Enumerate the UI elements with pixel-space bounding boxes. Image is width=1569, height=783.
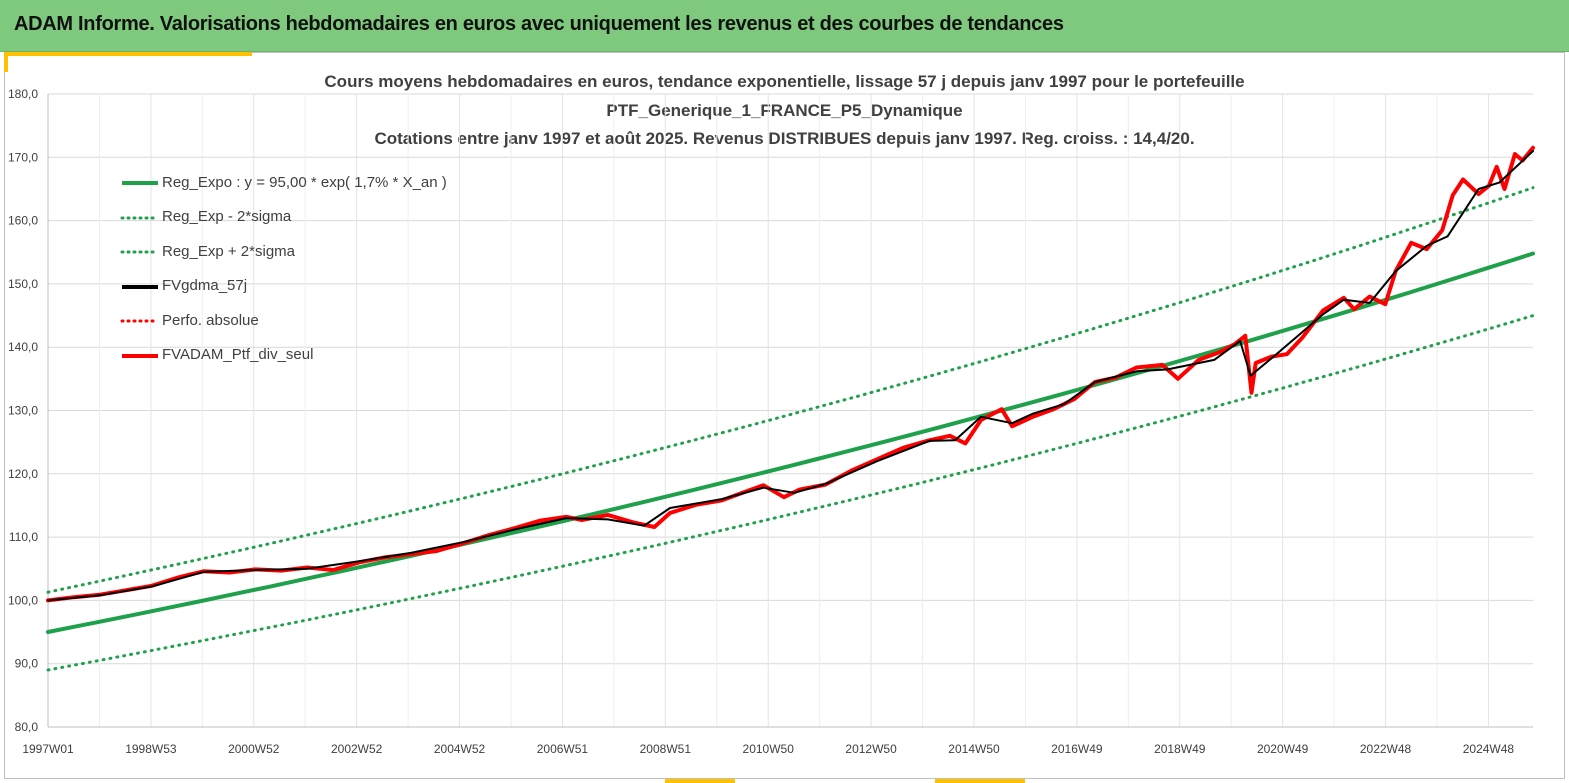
legend-item-fvgdma-57j: FVgdma_57j (120, 269, 447, 304)
series-line-reg-exp-2-sigma (46, 186, 1535, 594)
page-title: ADAM Informe. Valorisations hebdomadaire… (14, 13, 1064, 35)
legend-swatch (122, 284, 158, 289)
chart-legend: Reg_Expo : y = 95,00 * exp( 1,7% * X_an … (120, 165, 447, 372)
y-tick-label: 90,0 (15, 657, 39, 671)
x-tick-label: 1997W01 (22, 742, 74, 756)
frame-accent-bottom-1 (665, 779, 735, 783)
y-tick-label: 140,0 (8, 340, 38, 354)
series-line-reg-expo-y-95-00-exp-1-7-x-an (46, 251, 1535, 634)
header-banner: ADAM Informe. Valorisations hebdomadaire… (0, 0, 1569, 52)
y-tick-label: 180,0 (8, 87, 38, 101)
legend-label: Reg_Expo : y = 95,00 * exp( 1,7% * X_an … (162, 173, 447, 191)
y-tick-label: 80,0 (15, 720, 39, 734)
y-tick-label: 100,0 (8, 593, 38, 607)
x-tick-label: 2016W49 (1051, 742, 1103, 756)
legend-swatch (120, 250, 160, 254)
series-line-fvgdma-57j (47, 150, 1534, 602)
chart-title-line-3: Cotations entre janv 1997 et août 2025. … (374, 129, 1195, 148)
legend-label: FVgdma_57j (162, 277, 248, 295)
series-line-reg-exp-2-sigma (46, 314, 1535, 672)
series-lines (46, 145, 1535, 672)
legend-label: FVADAM_Ptf_div_seul (162, 346, 314, 364)
x-tick-label: 2010W50 (743, 742, 795, 756)
legend-item-reg-exp-2-sigma: Reg_Exp + 2*sigma (120, 234, 447, 269)
legend-label: Reg_Exp + 2*sigma (162, 242, 295, 260)
legend-item-reg-expo-y-95-00-exp-1-7-x-an: Reg_Expo : y = 95,00 * exp( 1,7% * X_an … (120, 165, 447, 200)
legend-label: Perfo. absolue (162, 311, 259, 329)
x-tick-label: 2018W49 (1154, 742, 1206, 756)
gridlines (47, 93, 1533, 728)
x-tick-label: 2006W51 (537, 742, 589, 756)
legend-swatch (120, 216, 160, 220)
frame-accent-bottom-2 (935, 779, 1025, 783)
x-tick-label: 2008W51 (640, 742, 692, 756)
x-tick-label: 2020W49 (1257, 742, 1309, 756)
y-tick-label: 120,0 (8, 467, 38, 481)
x-tick-label: 2000W52 (228, 742, 280, 756)
x-tick-label: 2002W52 (331, 742, 383, 756)
legend-item-reg-exp-2-sigma: Reg_Exp - 2*sigma (120, 200, 447, 235)
x-tick-label: 2012W50 (845, 742, 897, 756)
chart-title-line-1: Cours moyens hebdomadaires en euros, ten… (324, 72, 1245, 91)
frame-accent-top (4, 52, 252, 56)
x-tick-label: 2004W52 (434, 742, 486, 756)
legend-item-perfo-absolue: Perfo. absolue (120, 303, 447, 338)
y-tick-label: 170,0 (8, 150, 38, 164)
legend-swatch (122, 353, 158, 358)
x-tick-label: 2014W50 (948, 742, 1000, 756)
legend-item-fvadam-ptf-div-seul: FVADAM_Ptf_div_seul (120, 338, 447, 373)
x-tick-label: 2022W48 (1360, 742, 1412, 756)
legend-swatch (120, 319, 160, 323)
y-tick-label: 160,0 (8, 214, 38, 228)
legend-swatch (122, 181, 158, 186)
legend-label: Reg_Exp - 2*sigma (162, 208, 292, 226)
y-tick-label: 110,0 (9, 530, 38, 544)
x-tick-label: 2024W48 (1463, 742, 1515, 756)
chart-title-line-2: PTF_Generique_1_FRANCE_P5_Dynamique (606, 101, 963, 120)
y-tick-label: 150,0 (8, 277, 38, 291)
axes: 80,0 90,0 100,0 110,0 120,0 130,0 140,0 150,0 16… (8, 87, 1533, 756)
frame-accent-left (4, 52, 8, 72)
y-tick-label: 130,0 (8, 404, 38, 418)
x-tick-label: 1998W53 (125, 742, 177, 756)
